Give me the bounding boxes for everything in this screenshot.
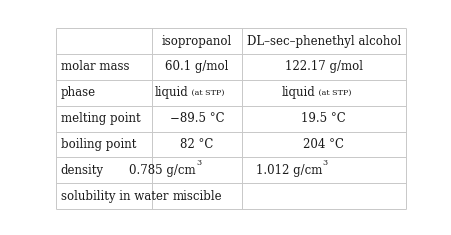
Text: melting point: melting point — [60, 112, 140, 125]
Text: density: density — [60, 164, 104, 177]
Text: DL–sec–phenethyl alcohol: DL–sec–phenethyl alcohol — [247, 35, 401, 48]
Text: 0.785 g/cm: 0.785 g/cm — [129, 164, 195, 177]
Text: 122.17 g/mol: 122.17 g/mol — [285, 60, 363, 74]
Text: (at STP): (at STP) — [316, 89, 352, 97]
Text: liquid: liquid — [155, 86, 189, 99]
Text: 1.012 g/cm: 1.012 g/cm — [256, 164, 322, 177]
Text: 19.5 °C: 19.5 °C — [301, 112, 346, 125]
Text: miscible: miscible — [172, 190, 222, 203]
Text: isopropanol: isopropanol — [162, 35, 232, 48]
Text: solubility in water: solubility in water — [60, 190, 168, 203]
Text: phase: phase — [60, 86, 96, 99]
Text: 204 °C: 204 °C — [303, 138, 344, 151]
Text: 3: 3 — [196, 159, 201, 167]
Text: molar mass: molar mass — [60, 60, 129, 74]
Text: boiling point: boiling point — [60, 138, 136, 151]
Text: liquid: liquid — [281, 86, 315, 99]
Text: 82 °C: 82 °C — [180, 138, 214, 151]
Text: (at STP): (at STP) — [189, 89, 225, 97]
Text: 60.1 g/mol: 60.1 g/mol — [166, 60, 229, 74]
Text: −89.5 °C: −89.5 °C — [170, 112, 224, 125]
Text: 3: 3 — [323, 159, 328, 167]
